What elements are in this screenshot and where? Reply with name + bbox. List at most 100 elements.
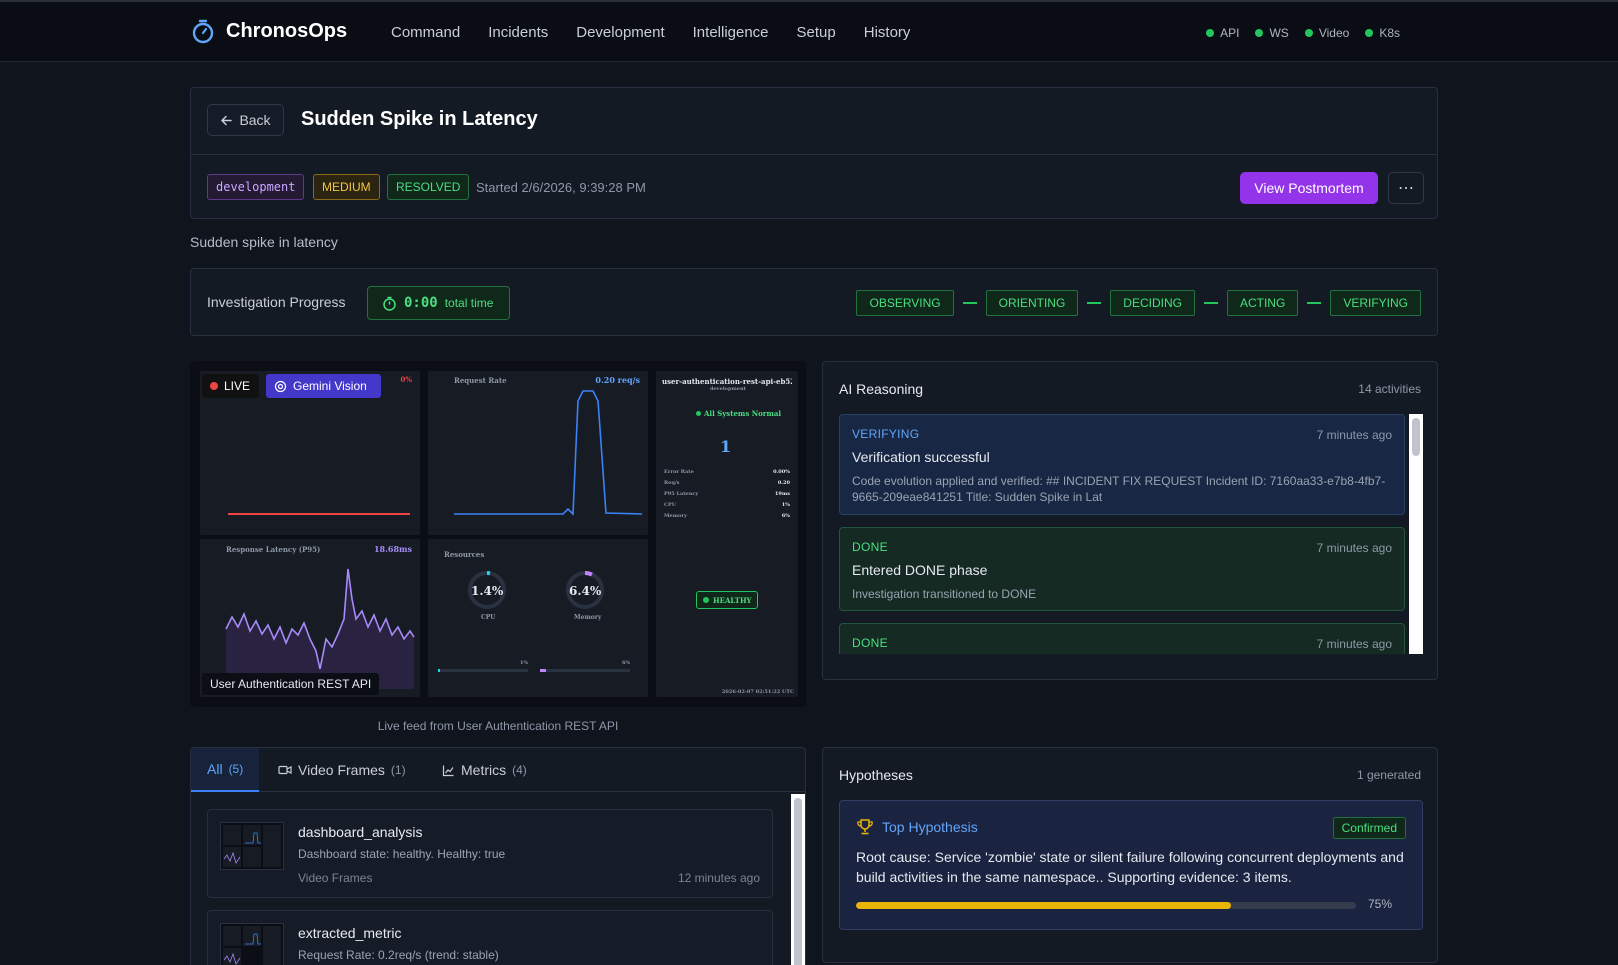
ooda-phases: OBSERVING ORIENTING DECIDING ACTING VERI… [856, 290, 1421, 316]
evidence-thumbnail [220, 822, 284, 870]
latency-chart [225, 568, 415, 689]
nav-setup[interactable]: Setup [796, 24, 836, 41]
confidence-bar [856, 902, 1356, 909]
scrollbar-thumb[interactable] [1412, 418, 1420, 456]
dashboard-thumbnail-icon [223, 926, 281, 965]
dashboard-thumbnail-icon [223, 825, 281, 867]
trophy-icon [857, 819, 873, 835]
brand[interactable]: ChronosOps [190, 18, 347, 44]
request-rate-value: 0.20 req/s [595, 375, 640, 385]
confidence-bar-fill [856, 902, 1231, 909]
stat-row: Memory 6% [664, 511, 790, 522]
stat-label: Req/s [664, 480, 680, 486]
nav-intelligence[interactable]: Intelligence [692, 24, 769, 41]
healthy-dot-icon [703, 597, 709, 603]
nav-incidents[interactable]: Incidents [488, 24, 549, 41]
health-status: All Systems Normal [696, 409, 781, 418]
stat-row: P95 Latency 19ms [664, 489, 790, 500]
evidence-title: dashboard_analysis [298, 824, 423, 840]
cpu-bar-value: 1% [520, 660, 529, 666]
gemini-vision-label: Gemini Vision [293, 379, 367, 393]
activity-list[interactable]: VERIFYING 7 minutes ago Verification suc… [839, 414, 1405, 654]
hypotheses-panel: Hypotheses 1 generated Top Hypothesis Co… [822, 747, 1438, 963]
evidence-scrollbar[interactable] [791, 794, 805, 965]
stat-label: Memory [664, 513, 687, 519]
latency-panel: Response Latency (P95) 18.68ms [200, 539, 420, 697]
nav-command[interactable]: Command [391, 24, 461, 41]
resources-gauges [438, 570, 630, 672]
more-options-button[interactable]: ⋯ [1388, 172, 1424, 204]
active-count: 1 [720, 437, 732, 456]
evidence-item[interactable]: dashboard_analysis Dashboard state: heal… [207, 809, 773, 898]
stopwatch-icon [192, 19, 214, 44]
view-postmortem-button[interactable]: View Postmortem [1240, 172, 1378, 204]
live-dot-icon [210, 382, 218, 390]
timer-icon [383, 296, 396, 311]
activity-item[interactable]: VERIFYING 7 minutes ago Verification suc… [839, 414, 1405, 515]
phase-verifying: VERIFYING [1330, 290, 1421, 316]
top-hypothesis-card[interactable]: Top Hypothesis Confirmed Root cause: Ser… [839, 800, 1423, 930]
hypotheses-count: 1 generated [1356, 768, 1421, 782]
video-camera-icon [278, 765, 292, 775]
latency-title: Response Latency (P95) [226, 545, 321, 554]
live-label: LIVE [224, 379, 251, 393]
phase-connector [962, 302, 977, 304]
evidence-item[interactable]: extracted_metric Request Rate: 0.2req/s … [207, 910, 773, 965]
status-dot-icon [1206, 29, 1215, 37]
error-rate-value: 0% [400, 375, 412, 384]
confidence-percent: 75% [1368, 897, 1393, 911]
activity-scrollbar[interactable] [1409, 414, 1423, 654]
eye-icon [274, 380, 287, 392]
phase-connector [1203, 302, 1218, 304]
tab-label: Video Frames [298, 762, 385, 778]
activity-item[interactable]: DONE 7 minutes ago [839, 623, 1405, 654]
phase-connector [1087, 302, 1102, 304]
nav-history[interactable]: History [863, 24, 911, 41]
phase-orienting: ORIENTING [985, 290, 1079, 316]
scrollbar-thumb[interactable] [794, 798, 802, 965]
stat-label: CPU [664, 502, 677, 508]
health-label: All Systems Normal [704, 409, 782, 418]
evidence-tabs: All (5) Video Frames (1) Metrics (4) [191, 748, 805, 792]
activity-description: Code evolution applied and verified: ## … [852, 474, 1386, 504]
investigation-progress: Investigation Progress 0:00 total time O… [190, 268, 1438, 336]
status-video: Video [1304, 26, 1349, 40]
service-namespace: development [710, 386, 746, 392]
tab-count: (1) [390, 763, 406, 777]
activity-time: 7 minutes ago [1316, 637, 1392, 651]
evidence-description: Request Rate: 0.2req/s (trend: stable) [298, 948, 499, 962]
request-rate-chart [454, 390, 643, 516]
stat-value: 19ms [774, 491, 790, 497]
started-timestamp: Started 2/6/2026, 9:39:28 PM [476, 180, 646, 195]
top-hypothesis-label: Top Hypothesis [882, 819, 978, 835]
feed-source-label: User Authentication REST API [202, 673, 380, 695]
connection-status: API WS Video K8s [1206, 26, 1400, 40]
tab-label: Metrics [461, 762, 507, 778]
back-button[interactable]: Back [207, 104, 284, 136]
status-label: WS [1269, 26, 1289, 40]
activity-count: 14 activities [1358, 382, 1421, 396]
more-icon: ⋯ [1398, 180, 1414, 197]
feed-caption: Live feed from User Authentication REST … [377, 719, 619, 733]
error-rate-panel: 0% [200, 371, 420, 535]
evidence-panel: All (5) Video Frames (1) Metrics (4) das… [190, 747, 806, 965]
page-title: Sudden Spike in Latency [301, 108, 538, 130]
status-label: API [1220, 26, 1240, 40]
tab-all[interactable]: All (5) [191, 748, 260, 792]
stat-value: 1% [781, 502, 790, 508]
tab-video-frames[interactable]: Video Frames (1) [278, 748, 406, 792]
cpu-gauge-value: 1.4% [471, 584, 504, 598]
live-video-feed[interactable]: 0% Request Rate 0.20 req/s user-authenti… [190, 361, 806, 707]
tab-metrics[interactable]: Metrics (4) [442, 748, 527, 792]
incident-header: Back Sudden Spike in Latency development… [190, 87, 1438, 219]
back-label: Back [239, 112, 271, 128]
incident-description: Sudden spike in latency [190, 234, 338, 250]
memory-bar-value: 6% [622, 660, 631, 666]
activity-time: 7 minutes ago [1316, 541, 1392, 555]
ai-reasoning-title: AI Reasoning [839, 381, 924, 397]
tab-count: (4) [512, 763, 527, 777]
activity-description: Investigation transitioned to DONE [852, 587, 1037, 601]
nav-development[interactable]: Development [576, 24, 665, 41]
activity-item[interactable]: DONE 7 minutes ago Entered DONE phase In… [839, 527, 1405, 611]
memory-gauge-value: 6.4% [569, 584, 602, 598]
